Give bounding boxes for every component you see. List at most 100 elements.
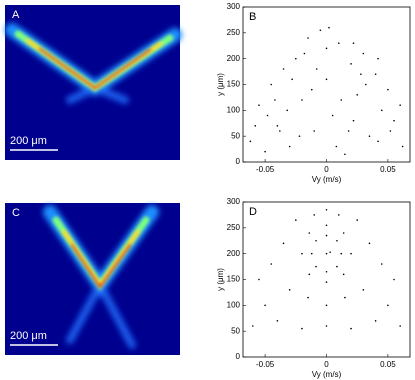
point bbox=[387, 88, 389, 91]
point bbox=[270, 263, 273, 265]
point bbox=[301, 99, 303, 101]
x-axis-label: Vy (m/s) bbox=[312, 175, 342, 184]
y-tick-label: 300 bbox=[227, 197, 241, 206]
point bbox=[374, 320, 377, 322]
panel-label: D bbox=[249, 206, 257, 218]
point bbox=[342, 273, 345, 276]
point bbox=[393, 119, 395, 122]
x-tick-label: 0.05 bbox=[380, 360, 396, 369]
point bbox=[337, 214, 340, 216]
point bbox=[393, 278, 395, 281]
point bbox=[329, 251, 331, 253]
y-tick-label: 250 bbox=[227, 223, 241, 232]
point bbox=[301, 252, 303, 255]
point bbox=[364, 83, 367, 86]
point bbox=[362, 52, 365, 55]
point bbox=[315, 239, 317, 242]
point bbox=[291, 78, 293, 81]
point bbox=[325, 281, 328, 283]
point bbox=[249, 140, 252, 143]
point bbox=[325, 252, 328, 255]
point bbox=[307, 296, 309, 299]
point bbox=[352, 42, 355, 44]
point bbox=[315, 68, 318, 70]
point bbox=[352, 119, 355, 122]
point bbox=[252, 325, 254, 327]
point bbox=[350, 252, 352, 255]
point bbox=[264, 304, 266, 307]
point bbox=[264, 150, 266, 153]
point bbox=[399, 104, 401, 106]
point bbox=[350, 63, 352, 65]
y-tick-label: 100 bbox=[227, 105, 241, 114]
point bbox=[325, 234, 328, 237]
point bbox=[350, 327, 352, 330]
y-tick-label: 150 bbox=[227, 275, 241, 284]
point bbox=[356, 94, 358, 96]
point bbox=[325, 208, 328, 211]
point bbox=[362, 289, 365, 291]
point bbox=[295, 57, 297, 60]
point bbox=[380, 109, 383, 112]
point bbox=[282, 68, 285, 70]
point bbox=[377, 140, 379, 143]
point bbox=[295, 219, 297, 221]
y-axis-label: y (μm) bbox=[216, 268, 225, 291]
point bbox=[380, 263, 383, 265]
point bbox=[310, 252, 313, 255]
point bbox=[310, 88, 313, 91]
point bbox=[325, 304, 328, 307]
point bbox=[298, 135, 301, 137]
point bbox=[254, 125, 257, 127]
point bbox=[336, 239, 338, 242]
point bbox=[315, 265, 317, 268]
panel-label: B bbox=[249, 11, 256, 23]
point bbox=[399, 325, 401, 327]
heatmap-c: 200 μm C bbox=[5, 203, 180, 355]
point bbox=[313, 214, 316, 216]
y-tick-label: 150 bbox=[227, 80, 241, 89]
y-tick-label: 0 bbox=[236, 352, 241, 361]
x-tick-label: -0.05 bbox=[256, 165, 275, 174]
x-axis-label: Vy (m/s) bbox=[312, 370, 342, 379]
y-tick-label: 50 bbox=[231, 326, 240, 335]
point bbox=[377, 57, 379, 60]
point bbox=[337, 42, 340, 44]
panel-label: A bbox=[12, 9, 20, 21]
point bbox=[279, 130, 281, 132]
point bbox=[335, 145, 338, 148]
point bbox=[288, 145, 291, 148]
point bbox=[270, 83, 273, 86]
point bbox=[325, 78, 328, 81]
point bbox=[331, 114, 334, 117]
point bbox=[266, 114, 269, 117]
point bbox=[258, 104, 260, 106]
point bbox=[328, 26, 330, 29]
point bbox=[368, 135, 371, 137]
y-tick-label: 50 bbox=[231, 131, 240, 140]
point bbox=[325, 47, 328, 50]
scale-bar-label: 200 μm bbox=[10, 135, 47, 147]
x-tick-label: 0 bbox=[324, 165, 329, 174]
x-tick-label: 0.05 bbox=[380, 165, 396, 174]
point bbox=[356, 219, 358, 221]
y-axis-label: y (μm) bbox=[216, 73, 225, 96]
axes-frame bbox=[242, 6, 411, 163]
point bbox=[276, 320, 279, 322]
point bbox=[325, 224, 328, 227]
y-tick-label: 300 bbox=[227, 2, 241, 11]
y-tick-label: 200 bbox=[227, 54, 241, 63]
point bbox=[342, 232, 345, 234]
point bbox=[344, 296, 346, 299]
point bbox=[387, 304, 389, 307]
point bbox=[303, 52, 306, 55]
point bbox=[401, 145, 404, 148]
point bbox=[360, 73, 362, 75]
point bbox=[344, 153, 346, 156]
point bbox=[286, 109, 289, 112]
point bbox=[368, 242, 371, 245]
point bbox=[325, 270, 328, 273]
point bbox=[325, 325, 328, 327]
